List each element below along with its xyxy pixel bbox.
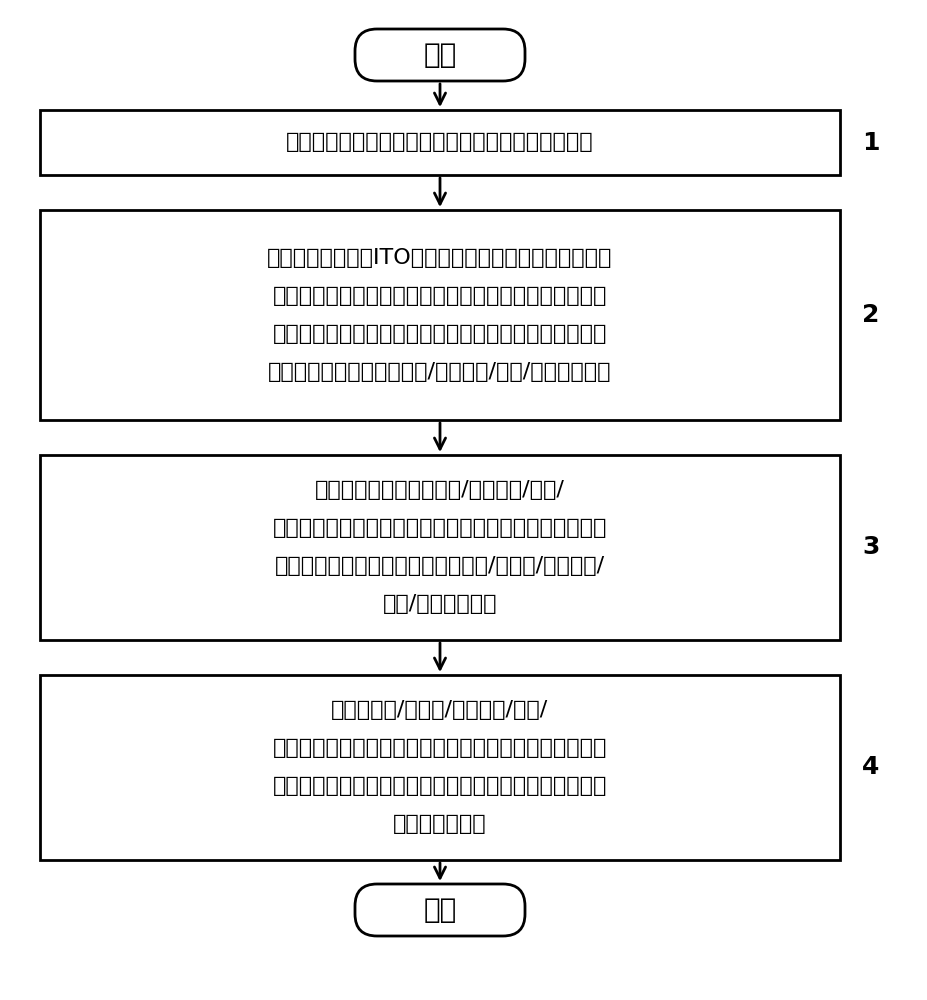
Text: 表面铜的析出，得到石墨烯/琼脂凝胶/铜箔/阴极的复合物: 表面铜的析出，得到石墨烯/琼脂凝胶/铜箔/阴极的复合物 [268,362,612,382]
Bar [40,675,840,860]
Bar [40,210,840,420]
Text: 3: 3 [862,536,880,560]
Text: 阴极的复合物放入热水中使琼脂凝胶溶解，得到表面有目: 阴极的复合物放入热水中使琼脂凝胶溶解，得到表面有目 [273,738,607,758]
Text: 加直流电压电解至电流为零，实现阳极铜的溶解以及阴极: 加直流电压电解至电流为零，实现阳极铜的溶解以及阴极 [273,324,607,344]
Text: 以玻碳片、石墨或ITO导电玻璃为阴极，表面生长有石墨: 以玻碳片、石墨或ITO导电玻璃为阴极，表面生长有石墨 [267,248,613,268]
Text: 石墨烯之间紧密切合，得到目标衬底/石墨烯/琼脂凝胶/: 石墨烯之间紧密切合，得到目标衬底/石墨烯/琼脂凝胶/ [275,556,605,576]
Bar [40,110,840,175]
Text: 开始: 开始 [424,41,457,69]
Text: 结束: 结束 [424,896,457,924]
FancyBboxPatch shape [355,29,525,81]
Text: 1: 1 [862,130,880,154]
Text: 阴极的复合物上，加热使琼脂凝胶溶胶化以使目标衬底与: 阴极的复合物上，加热使琼脂凝胶溶胶化以使目标衬底与 [273,518,607,538]
FancyBboxPatch shape [355,884,525,936]
Text: 2: 2 [862,303,880,327]
Text: 标衬底的石墨烯和表面有铜膜的阴极，实现石墨烯向目标: 标衬底的石墨烯和表面有铜膜的阴极，实现石墨烯向目标 [273,776,607,796]
Bar [40,455,840,640]
Text: 铜箔/阴极的复合物: 铜箔/阴极的复合物 [383,594,497,614]
Text: 将目标衬底放置在石墨烯/琼脂凝胶/铜箔/: 将目标衬底放置在石墨烯/琼脂凝胶/铜箔/ [315,481,565,500]
Text: 衬底表面的转移: 衬底表面的转移 [393,814,487,834]
Text: 4: 4 [862,756,880,780]
Text: 将目标衬底/石墨烯/琼脂凝胶/铜箔/: 将目标衬底/石墨烯/琼脂凝胶/铜箔/ [331,700,549,720]
Text: 在铜箔表面生长石墨烯，并制备铜电解质的琼脂凝胶: 在铜箔表面生长石墨烯，并制备铜电解质的琼脂凝胶 [286,132,594,152]
Text: 烯的铜箔为阳极，铜电解质的琼脂凝胶为固体电解质，施: 烯的铜箔为阳极，铜电解质的琼脂凝胶为固体电解质，施 [273,286,607,306]
